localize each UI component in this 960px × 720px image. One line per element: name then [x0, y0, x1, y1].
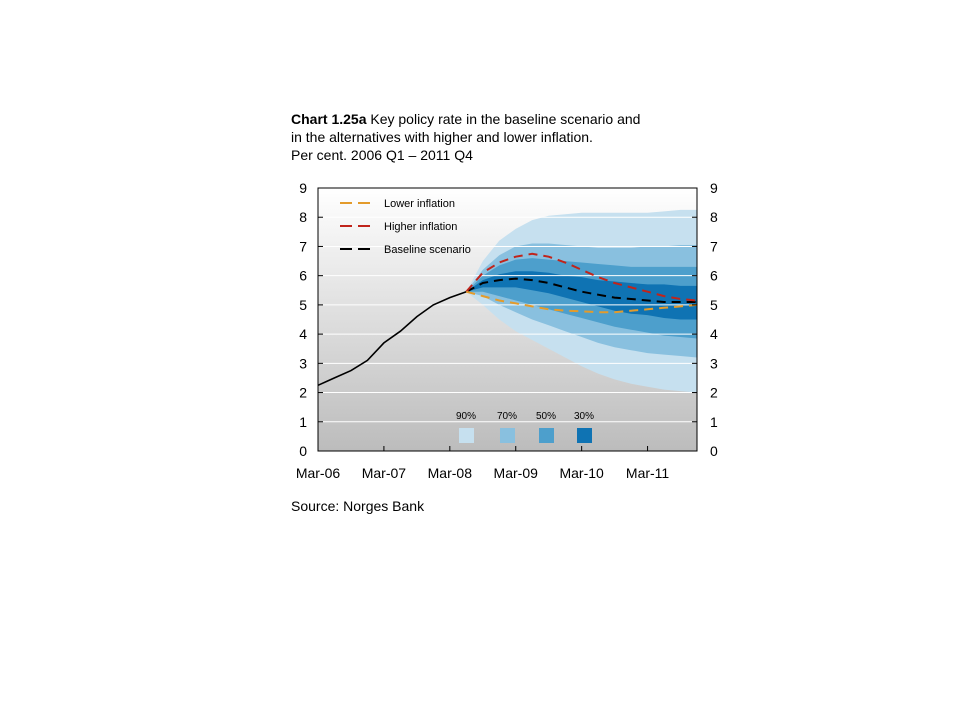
fan-legend-label: 70% — [497, 411, 517, 422]
series-lines — [317, 252, 698, 387]
fan-legend-swatch — [539, 428, 554, 443]
y-tick-label-left: 2 — [299, 385, 307, 401]
chart-subtitle: Per cent. 2006 Q1 – 2011 Q4 — [291, 147, 473, 163]
series-line-baseline-scenario — [465, 277, 697, 303]
y-tick-label-right: 9 — [710, 180, 718, 196]
y-tick-label-right: 5 — [710, 297, 718, 313]
fan-legend-label: 90% — [456, 411, 476, 422]
y-tick-label-left: 6 — [299, 268, 307, 284]
y-tick-label-left: 4 — [299, 326, 307, 342]
gridlines — [318, 216, 697, 423]
y-tick-label-right: 6 — [710, 268, 718, 284]
x-tick-label: Mar-10 — [559, 465, 604, 481]
fan-legend-label: 30% — [574, 411, 594, 422]
chart-number: Chart 1.25a — [291, 111, 367, 127]
x-tick-label: Mar-09 — [494, 465, 539, 481]
y-tick-label-left: 7 — [299, 238, 307, 254]
y-tick-label-left: 8 — [299, 209, 307, 225]
axes: 0 0 1 1 2 2 3 3 4 4 5 5 6 6 7 7 8 8 9 9 Mar-06 Mar-07 Mar-08 Ma… — [296, 180, 718, 481]
y-tick-label-left: 9 — [299, 180, 307, 196]
title-text: Key policy rate in the baseline scenario… — [370, 111, 641, 127]
title-line-1: Chart 1.25a Key policy rate in the basel… — [291, 110, 711, 128]
legend-label: Baseline scenario — [384, 244, 471, 256]
y-tick-label-right: 4 — [710, 326, 718, 342]
x-tick-label: Mar-07 — [362, 465, 407, 481]
title-line-2: in the alternatives with higher and lowe… — [291, 129, 593, 145]
fan-legend-label: 50% — [536, 411, 556, 422]
y-tick-label-left: 0 — [299, 443, 307, 459]
fan-legend-swatch — [459, 428, 474, 443]
fan-bands — [466, 209, 697, 393]
y-tick-label-left: 1 — [299, 414, 307, 430]
x-tick-label: Mar-08 — [428, 465, 473, 481]
plot-frame — [317, 187, 698, 452]
x-tick-label: Mar-11 — [626, 465, 670, 481]
fan-legend-swatch — [500, 428, 515, 443]
y-tick-label-right: 2 — [710, 385, 718, 401]
legend: Lower inflation Higher inflation Baseline … — [340, 198, 471, 256]
fan-legend-swatch — [577, 428, 592, 443]
y-tick-label-right: 3 — [710, 355, 718, 371]
y-tick-label-left: 5 — [299, 297, 307, 313]
fan-band30 — [466, 271, 697, 320]
y-tick-label-right: 8 — [710, 209, 718, 225]
series-line-higher-inflation — [465, 252, 698, 302]
y-tick-label-right: 0 — [710, 443, 718, 459]
y-tick-label-right: 1 — [710, 414, 718, 430]
chart-title: Chart 1.25a Key policy rate in the basel… — [291, 110, 711, 164]
source-note: Source: Norges Bank — [291, 498, 425, 514]
x-tick-label: Mar-06 — [296, 465, 341, 481]
legend-label: Higher inflation — [384, 221, 457, 233]
y-tick-label-left: 3 — [299, 355, 307, 371]
legend-label: Lower inflation — [384, 198, 455, 210]
history-line — [317, 290, 467, 387]
fan-legend: 90% 70% 50% 30% — [456, 411, 594, 443]
y-tick-label-right: 7 — [710, 238, 718, 254]
